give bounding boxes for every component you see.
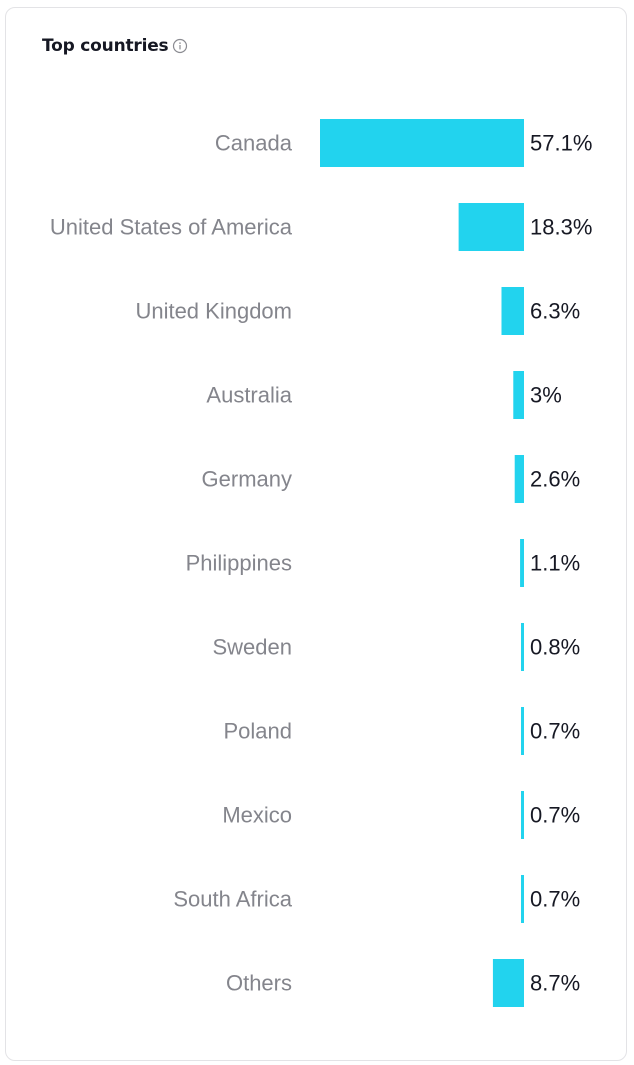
value-label: 0.7% xyxy=(530,887,580,912)
info-icon[interactable] xyxy=(172,38,188,54)
value-label: 18.3% xyxy=(530,215,592,240)
country-bar xyxy=(513,371,524,419)
countries-bar-chart: Canada 57.1% United States of America 18.3%… xyxy=(50,119,592,1007)
country-label: Mexico xyxy=(222,803,292,828)
country-label: Germany xyxy=(202,467,292,492)
country-label: Canada xyxy=(215,131,293,156)
country-bar xyxy=(514,455,524,503)
value-label: 6.3% xyxy=(530,299,580,324)
country-label: United States of America xyxy=(50,215,293,240)
value-label: 1.1% xyxy=(530,551,580,576)
chart-row: South Africa 0.7% xyxy=(173,875,580,923)
chart-row: Canada 57.1% xyxy=(215,119,592,167)
chart-row: Australia 3% xyxy=(206,371,562,419)
country-label: Sweden xyxy=(212,635,292,660)
value-label: 0.7% xyxy=(530,719,580,744)
value-label: 0.8% xyxy=(530,635,580,660)
chart-row: Sweden 0.8% xyxy=(212,623,580,671)
country-bar xyxy=(521,791,524,839)
chart-row: Poland 0.7% xyxy=(223,707,580,755)
country-bar xyxy=(520,539,524,587)
card-header: Top countries xyxy=(42,36,188,56)
country-label: Others xyxy=(226,971,292,996)
country-label: Poland xyxy=(223,719,292,744)
chart-row: United Kingdom 6.3% xyxy=(135,287,580,335)
country-bar xyxy=(492,959,524,1007)
chart-row: United States of America 18.3% xyxy=(50,203,592,251)
country-bar xyxy=(521,623,524,671)
value-label: 57.1% xyxy=(530,131,592,156)
country-bar xyxy=(521,875,524,923)
chart-row: Mexico 0.7% xyxy=(222,791,580,839)
chart-row: Germany 2.6% xyxy=(202,455,580,503)
country-bar xyxy=(501,287,524,335)
chart-row: Others 8.7% xyxy=(226,959,580,1007)
value-label: 0.7% xyxy=(530,803,580,828)
country-label: Philippines xyxy=(186,551,292,576)
country-bar xyxy=(521,707,524,755)
country-bar xyxy=(458,203,524,251)
top-countries-card: Top countries Canada 57.1% United States o… xyxy=(5,7,627,1061)
value-label: 3% xyxy=(530,383,562,408)
country-label: United Kingdom xyxy=(135,299,292,324)
chart-row: Philippines 1.1% xyxy=(186,539,580,587)
country-label: Australia xyxy=(206,383,292,408)
value-label: 8.7% xyxy=(530,971,580,996)
country-bar xyxy=(320,119,524,167)
country-label: South Africa xyxy=(173,887,292,912)
value-label: 2.6% xyxy=(530,467,580,492)
card-title: Top countries xyxy=(42,36,169,56)
